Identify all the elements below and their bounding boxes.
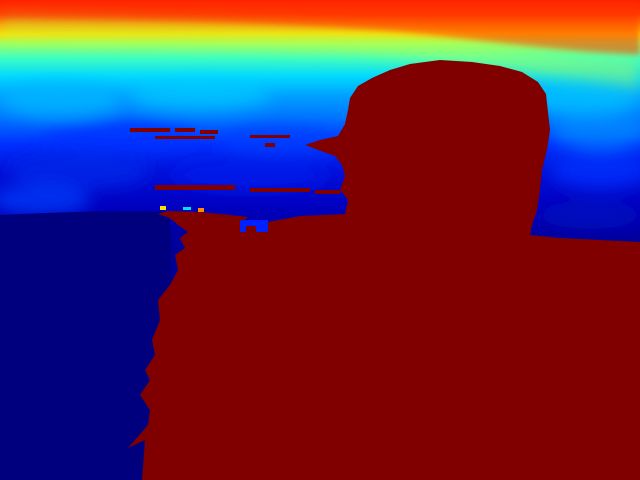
person-silhouette xyxy=(128,60,640,480)
floor-left-region xyxy=(0,211,175,480)
mid-depth-noise xyxy=(0,79,640,229)
near-ceiling-band xyxy=(0,0,640,55)
ceiling-transition-band xyxy=(0,18,640,90)
depth-speckles xyxy=(130,128,340,234)
